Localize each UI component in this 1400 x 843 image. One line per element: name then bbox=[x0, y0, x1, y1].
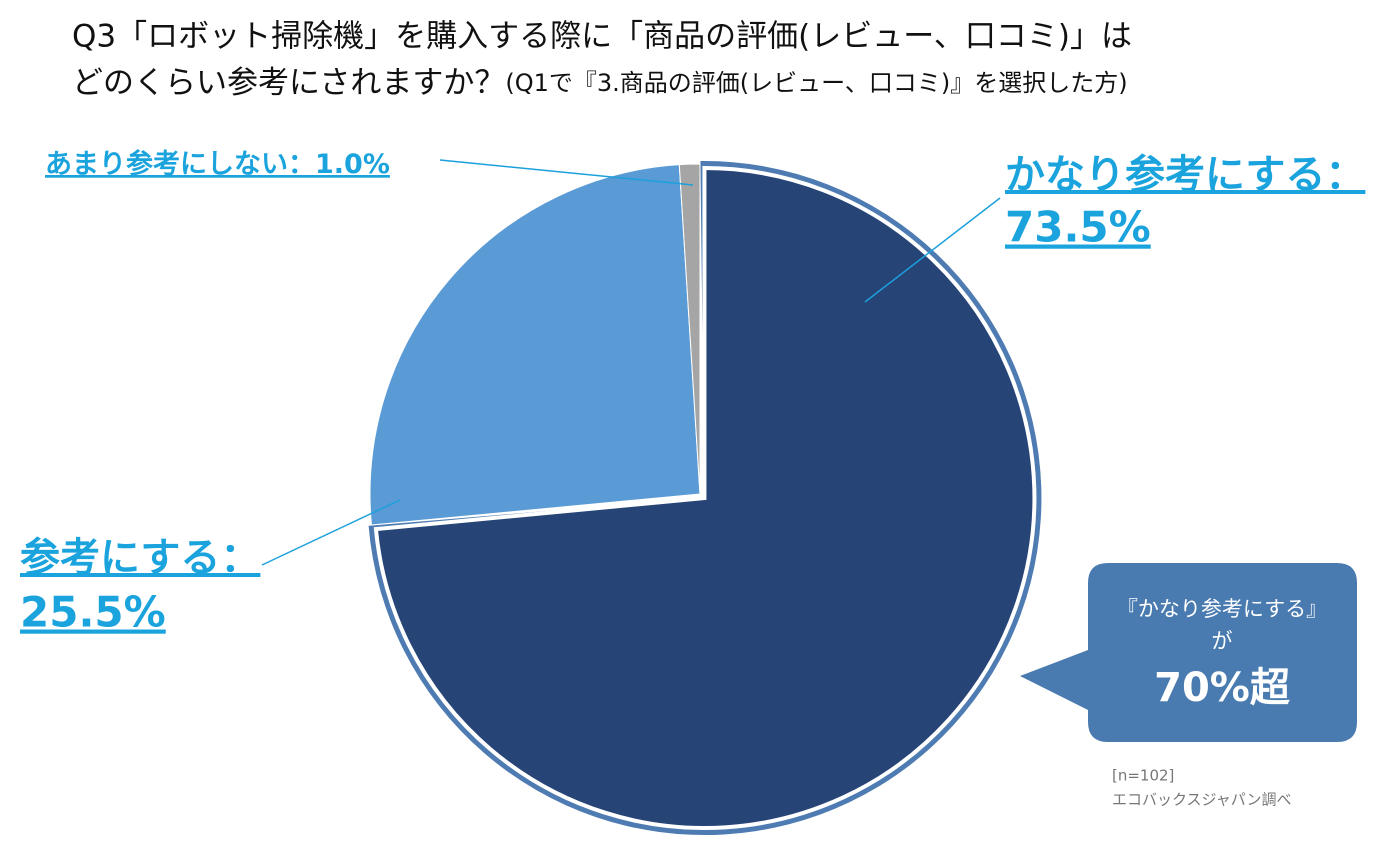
slice bbox=[678, 163, 701, 495]
category-label: あまり参考にしない： bbox=[45, 148, 315, 180]
callout: 『かなり参考にする』 が 70%超 bbox=[1020, 563, 1357, 742]
category-label: 参考にする： bbox=[20, 535, 260, 581]
value-label: 1.0% bbox=[315, 149, 390, 180]
callout-box bbox=[1020, 563, 1357, 742]
chart-subtitle: (Q1で『3.商品の評価(レビュー、口コミ)』を選択した方) bbox=[505, 69, 1127, 97]
source: エコバックスジャパン調べ bbox=[1112, 791, 1292, 809]
value-label: 25.5% bbox=[20, 588, 166, 637]
value-label: 73.5% bbox=[1005, 203, 1151, 252]
leader-line bbox=[864, 197, 1001, 303]
title-line2: どのくらい参考にされますか？ bbox=[72, 65, 505, 101]
source: [n=102] bbox=[1112, 767, 1174, 785]
leader-line bbox=[439, 159, 694, 186]
chart-title-line2: どのくらい参考にされますか？(Q1で『3.商品の評価(レビュー、口コミ)』を選択… bbox=[72, 65, 1128, 101]
callout-text: 70%超 bbox=[1154, 665, 1291, 711]
leader-line bbox=[261, 499, 401, 566]
callout-text: 『かなり参考にする』 bbox=[1117, 597, 1327, 621]
pie bbox=[368, 161, 1042, 836]
slice bbox=[373, 166, 1037, 831]
label: あまり参考にしない：1.0% bbox=[45, 148, 390, 180]
slice bbox=[369, 164, 701, 526]
category-label: かなり参考にする： bbox=[1005, 152, 1365, 198]
chart-title: Q3「ロボット掃除機」を購入する際に「商品の評価(レビュー、口コミ)」は bbox=[72, 19, 1132, 55]
callout-text: が bbox=[1212, 629, 1233, 653]
